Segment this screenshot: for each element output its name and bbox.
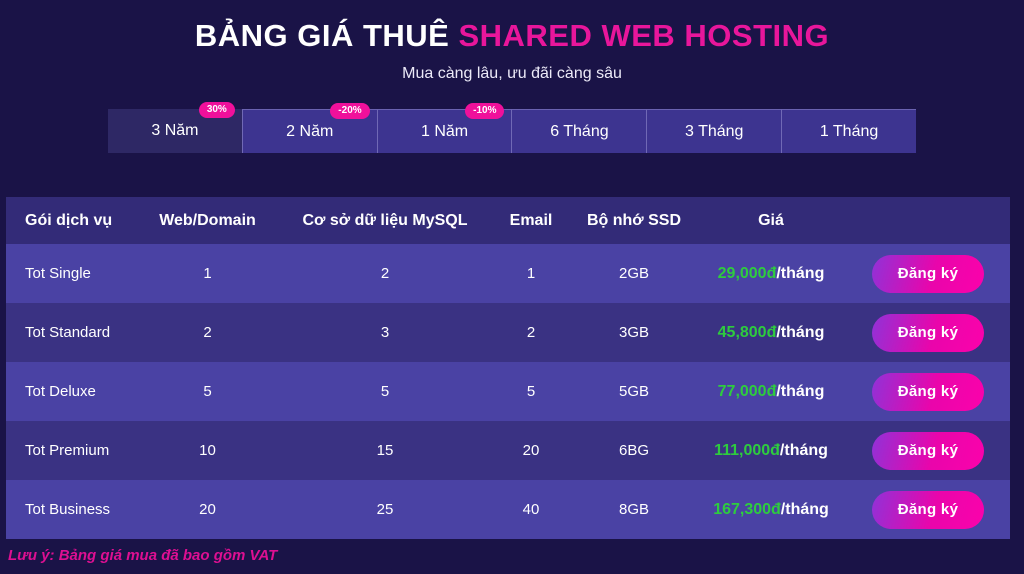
page-header: BẢNG GIÁ THUÊ SHARED WEB HOSTING Mua càn… <box>0 0 1024 83</box>
mysql-value: 3 <box>380 324 390 341</box>
discount-badge: 30% <box>198 102 235 118</box>
mysql-value: 15 <box>376 442 394 459</box>
table-row: Tot Standard 2 3 2 3GB 45,800đ/tháng Đăn… <box>6 303 1010 362</box>
tab-3-thang[interactable]: 3 Tháng <box>646 109 782 153</box>
header-plan: Gói dịch vụ <box>25 211 113 229</box>
page-title: BẢNG GIÁ THUÊ SHARED WEB HOSTING <box>0 18 1024 54</box>
tab-label: 1 Tháng <box>819 122 879 140</box>
register-button[interactable]: Đăng ký <box>872 431 984 470</box>
table-row: Tot Deluxe 5 5 5 5GB 77,000đ/tháng Đăng … <box>6 362 1010 421</box>
price-period: /tháng <box>776 323 825 341</box>
price-value: 167,300đ/tháng <box>696 501 846 519</box>
register-cell: Đăng ký <box>846 254 1010 293</box>
price-value: 77,000đ/tháng <box>696 383 846 401</box>
page-title-plain: BẢNG GIÁ THUÊ <box>194 18 459 53</box>
tab-label: 3 Năm <box>151 122 199 139</box>
register-cell: Đăng ký <box>846 372 1010 411</box>
register-cell: Đăng ký <box>846 431 1010 470</box>
duration-tab-bar: 3 Năm 30% 2 Năm -20% 1 Năm -10% 6 Tháng … <box>108 102 916 153</box>
email-value: 1 <box>526 265 536 282</box>
ssd-value: 5GB <box>618 383 649 400</box>
tab-label: 1 Năm <box>421 122 469 140</box>
register-cell: Đăng ký <box>846 490 1010 529</box>
register-button[interactable]: Đăng ký <box>872 372 984 411</box>
mysql-value: 2 <box>380 265 390 282</box>
price-amount: 167,300đ <box>713 500 781 518</box>
plan-name: Tot Deluxe <box>25 383 96 400</box>
vat-note: Lưu ý: Bảng giá mua đã bao gồm VAT <box>8 547 278 564</box>
ssd-value: 8GB <box>618 501 649 518</box>
table-row: Tot Single 1 2 1 2GB 29,000đ/tháng Đăng … <box>6 244 1010 303</box>
ssd-value: 2GB <box>618 265 649 282</box>
register-button[interactable]: Đăng ký <box>872 254 984 293</box>
tab-1-thang[interactable]: 1 Tháng <box>781 109 916 153</box>
web-domain-value: 10 <box>199 442 216 459</box>
price-amount: 45,800đ <box>717 323 777 341</box>
price-value: 111,000đ/tháng <box>696 442 846 460</box>
register-button[interactable]: Đăng ký <box>872 490 984 529</box>
discount-badge: -10% <box>465 103 505 119</box>
plan-name: Tot Premium <box>25 442 110 459</box>
table-row: Tot Business 20 25 40 8GB 167,300đ/tháng… <box>6 480 1010 539</box>
email-value: 20 <box>522 442 540 459</box>
price-period: /tháng <box>776 382 825 400</box>
price-period: /tháng <box>779 441 828 459</box>
tab-label: 6 Tháng <box>550 122 609 140</box>
price-amount: 29,000đ <box>717 264 777 282</box>
ssd-value: 3GB <box>618 324 649 341</box>
web-domain-value: 5 <box>203 383 212 400</box>
email-value: 2 <box>526 324 536 341</box>
tab-6-thang[interactable]: 6 Tháng <box>511 109 647 153</box>
tab-2-nam[interactable]: 2 Năm -20% <box>241 103 377 153</box>
price-value: 45,800đ/tháng <box>696 324 846 342</box>
page-subtitle: Mua càng lâu, ưu đãi càng sâu <box>402 65 622 82</box>
header-email: Email <box>509 211 553 229</box>
tab-3-nam[interactable]: 3 Năm 30% <box>108 102 242 153</box>
price-amount: 111,000đ <box>714 441 780 459</box>
price-period: /tháng <box>780 500 829 518</box>
table-header-row: Gói dịch vụ Web/Domain Cơ sở dữ liệu MyS… <box>6 197 1010 244</box>
discount-badge: -20% <box>330 103 370 119</box>
ssd-value: 6BG <box>618 442 649 459</box>
mysql-value: 5 <box>380 383 390 400</box>
price-value: 29,000đ/tháng <box>696 265 846 283</box>
price-period: /tháng <box>776 264 825 282</box>
mysql-value: 25 <box>376 501 394 518</box>
table-row: Tot Premium 10 15 20 6BG 111,000đ/tháng … <box>6 421 1010 480</box>
page-title-accent: SHARED WEB HOSTING <box>458 18 830 53</box>
pricing-table: Gói dịch vụ Web/Domain Cơ sở dữ liệu MyS… <box>6 197 1010 539</box>
plan-name: Tot Standard <box>25 324 111 341</box>
web-domain-value: 20 <box>199 501 216 518</box>
web-domain-value: 1 <box>203 265 212 282</box>
header-price: Giá <box>758 211 784 229</box>
price-amount: 77,000đ <box>717 382 777 400</box>
tab-1-nam[interactable]: 1 Năm -10% <box>376 103 512 153</box>
email-value: 5 <box>526 383 536 400</box>
tab-label: 2 Năm <box>286 122 334 140</box>
header-web-domain: Web/Domain <box>159 211 256 229</box>
register-cell: Đăng ký <box>846 313 1010 352</box>
plan-name: Tot Single <box>25 265 91 282</box>
header-ssd: Bộ nhớ SSD <box>586 211 682 229</box>
web-domain-value: 2 <box>203 324 212 341</box>
tab-label: 3 Tháng <box>685 122 744 140</box>
register-button[interactable]: Đăng ký <box>872 313 984 352</box>
plan-name: Tot Business <box>25 501 111 518</box>
header-mysql: Cơ sở dữ liệu MySQL <box>302 211 468 229</box>
email-value: 40 <box>522 501 540 518</box>
